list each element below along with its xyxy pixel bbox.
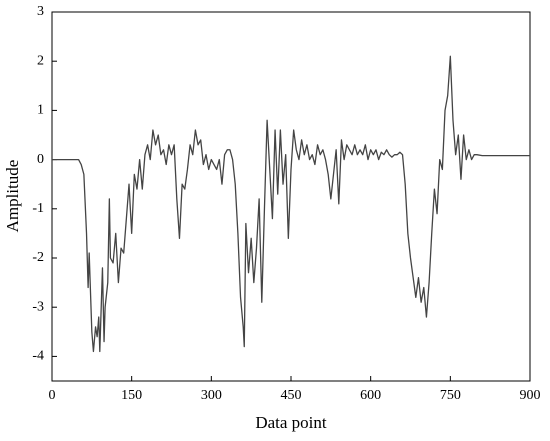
y-tick-label: -3: [32, 299, 44, 314]
y-tick-label: 0: [37, 152, 44, 167]
y-tick-label: 3: [37, 4, 44, 19]
x-tick-label: 150: [121, 388, 142, 403]
y-tick-label: 1: [37, 103, 44, 118]
x-tick-label: 300: [201, 388, 222, 403]
x-tick-label: 600: [360, 388, 381, 403]
x-axis-title: Data point: [255, 413, 327, 432]
data-line: [52, 55, 530, 353]
x-tick-label: 750: [440, 388, 461, 403]
plot-frame: [51, 11, 531, 382]
y-tick-label: -4: [32, 349, 44, 364]
y-tick-label: -1: [32, 201, 44, 216]
y-tick-label: 2: [37, 53, 44, 68]
y-axis-title: Amplitude: [3, 160, 22, 233]
x-tick-label: 900: [520, 388, 541, 403]
x-tick-label: 0: [49, 388, 56, 403]
x-tick-label: 450: [281, 388, 302, 403]
y-tick-label: -2: [32, 250, 44, 265]
